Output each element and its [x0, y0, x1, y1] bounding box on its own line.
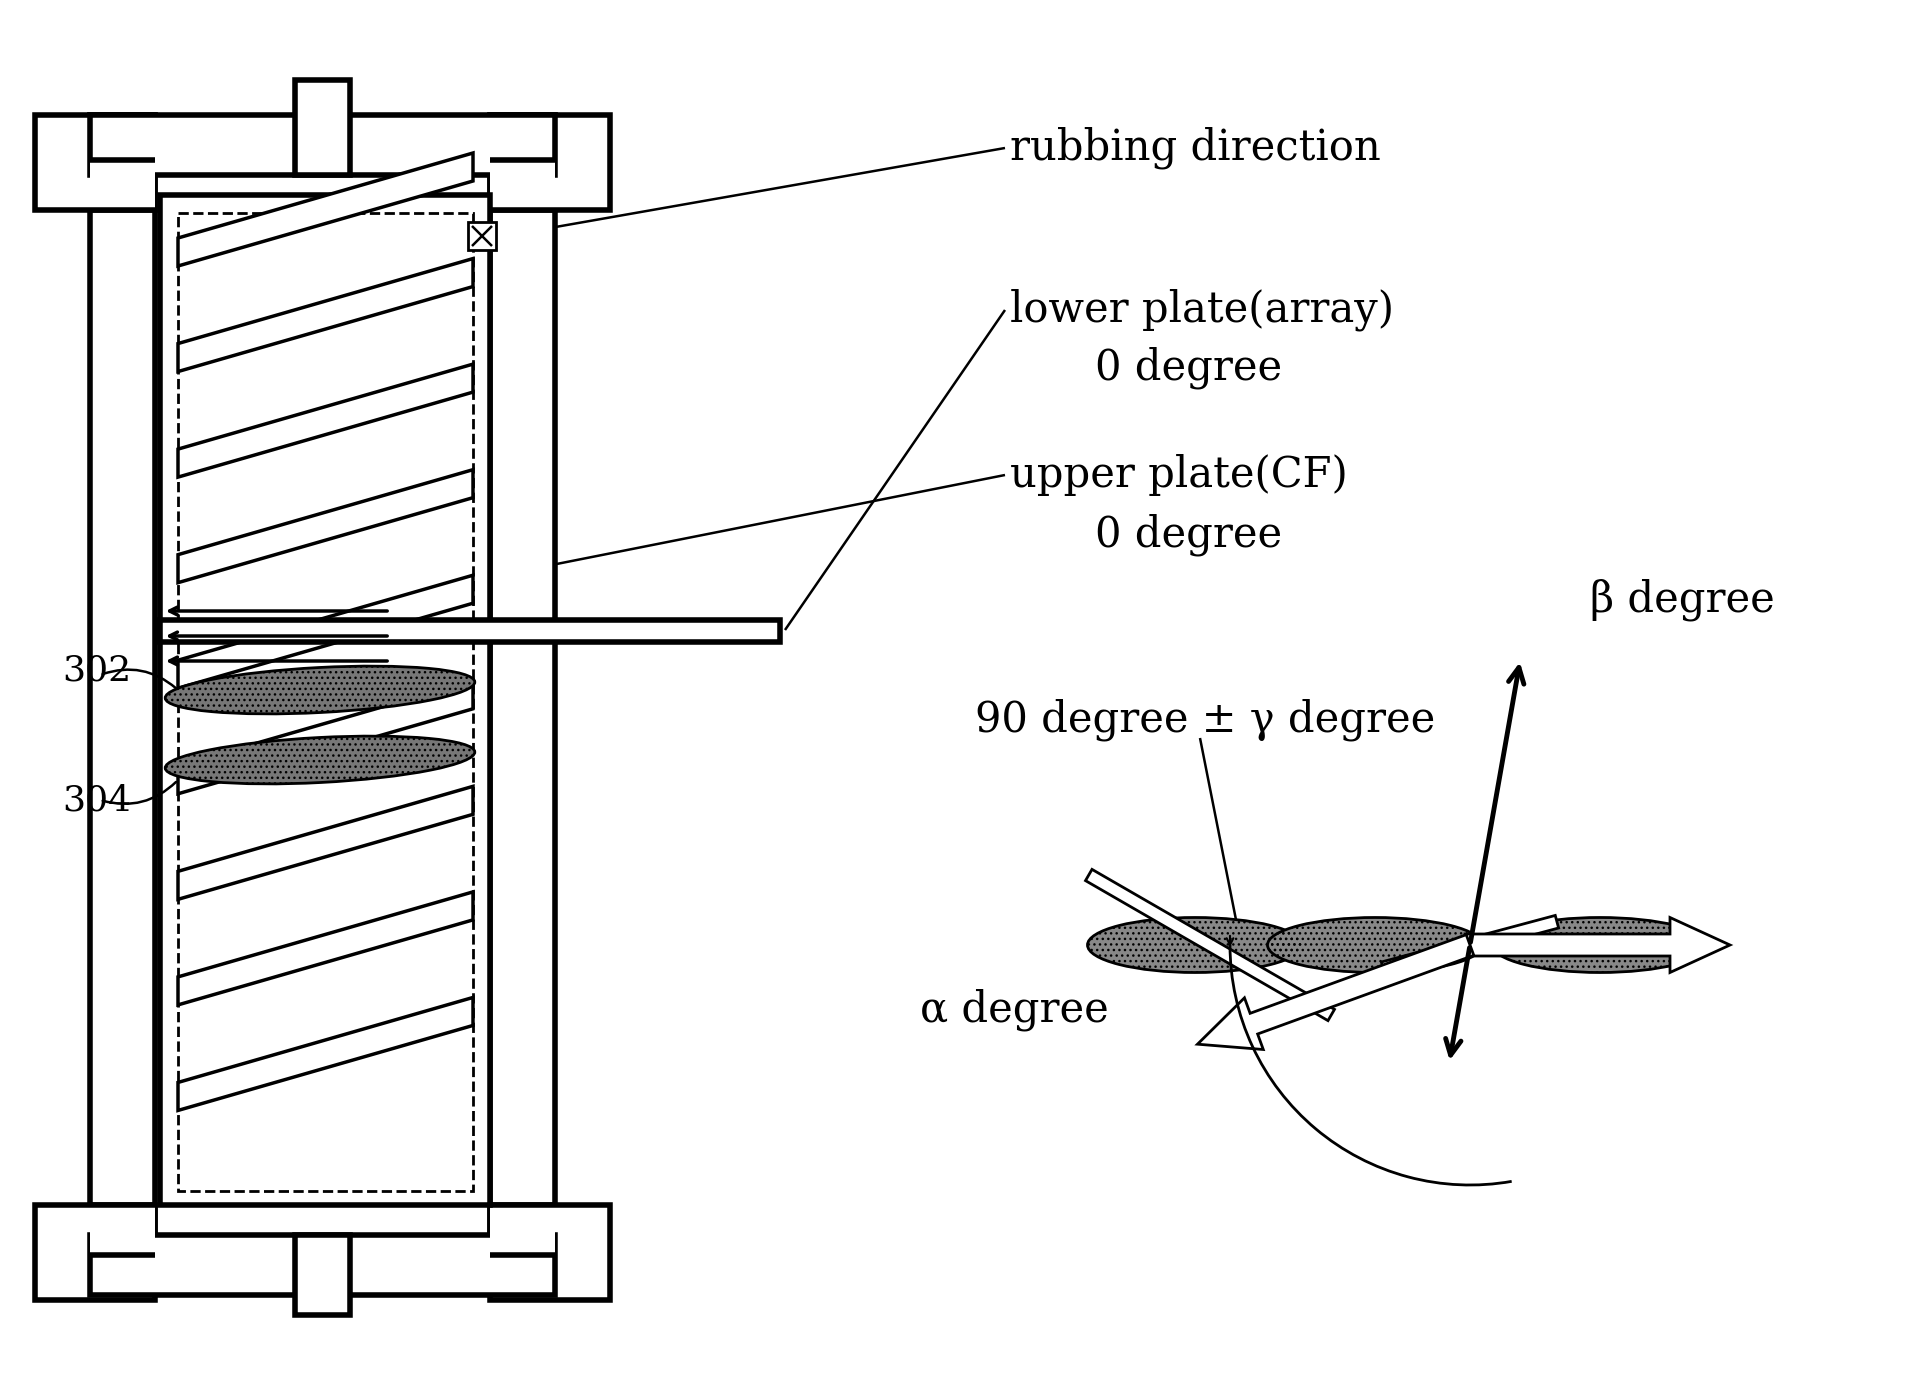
Text: 0 degree: 0 degree	[1095, 514, 1281, 557]
Bar	[35, 115, 155, 210]
Polygon shape	[178, 787, 474, 899]
Bar	[178, 230, 474, 1180]
Text: 304: 304	[61, 783, 130, 818]
Bar	[159, 620, 781, 643]
Bar	[489, 160, 554, 210]
Text: rubbing direction: rubbing direction	[1011, 126, 1381, 169]
Text: lower plate(array): lower plate(array)	[1011, 289, 1394, 332]
Polygon shape	[178, 680, 474, 794]
Bar	[90, 115, 155, 1264]
Ellipse shape	[1088, 917, 1302, 973]
Polygon shape	[178, 998, 474, 1110]
FancyArrow shape	[1465, 917, 1730, 973]
Polygon shape	[1381, 916, 1559, 974]
Text: 90 degree ± γ degree: 90 degree ± γ degree	[974, 698, 1435, 741]
FancyArrow shape	[1197, 934, 1473, 1049]
Bar	[489, 1205, 554, 1255]
Bar	[489, 115, 610, 210]
Text: α degree: α degree	[921, 988, 1109, 1031]
Bar	[295, 81, 349, 175]
Bar	[468, 222, 497, 250]
Text: upper plate(CF): upper plate(CF)	[1011, 454, 1348, 496]
Bar	[295, 1235, 349, 1314]
Ellipse shape	[165, 666, 476, 713]
Polygon shape	[1086, 869, 1335, 1020]
Bar	[178, 212, 474, 1191]
Bar	[90, 160, 155, 210]
Bar	[489, 1205, 610, 1301]
Text: β degree: β degree	[1590, 579, 1774, 622]
Bar	[90, 1235, 554, 1295]
Polygon shape	[178, 153, 474, 266]
Ellipse shape	[1492, 917, 1707, 973]
Bar	[35, 1205, 155, 1301]
Bar	[159, 194, 489, 1205]
Text: 0 degree: 0 degree	[1095, 347, 1281, 389]
Ellipse shape	[165, 736, 476, 784]
Polygon shape	[178, 469, 474, 583]
Bar	[489, 115, 554, 1264]
Bar	[90, 1205, 155, 1255]
Polygon shape	[178, 892, 474, 1005]
Bar	[90, 115, 554, 175]
Polygon shape	[178, 258, 474, 372]
Polygon shape	[178, 575, 474, 688]
Text: 302: 302	[61, 652, 130, 687]
Ellipse shape	[1268, 917, 1483, 973]
Polygon shape	[178, 364, 474, 477]
